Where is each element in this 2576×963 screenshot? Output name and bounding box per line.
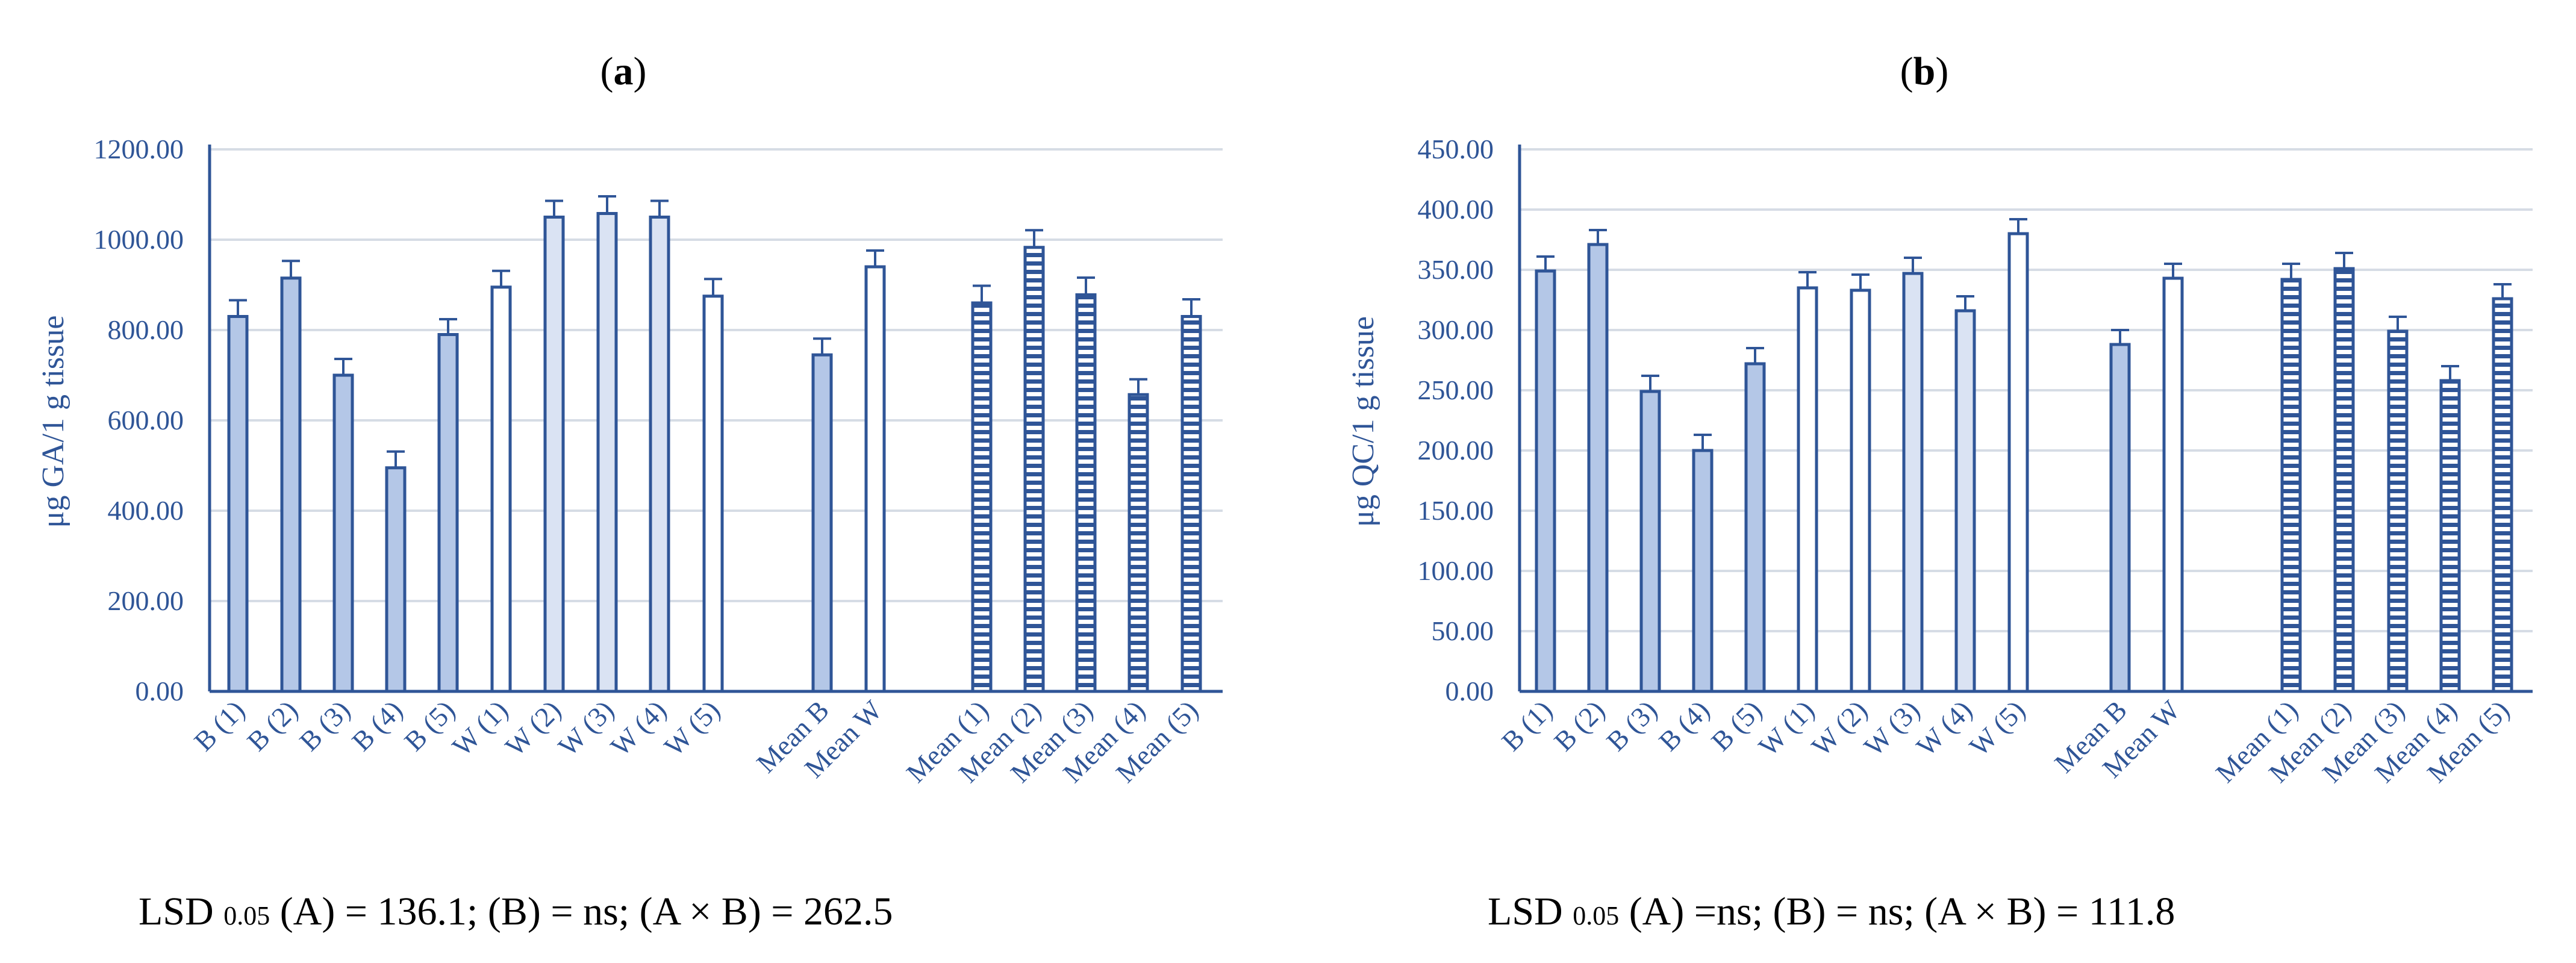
bar: [1797, 286, 1818, 693]
panel-a-label: (a): [600, 49, 647, 93]
category-label: W (4): [605, 694, 672, 762]
panel-a-category-labels: B (1)B (2)B (3)B (4)B (5)W (1)W (2)W (3)…: [188, 694, 1204, 789]
chart-panel-b: (b) 0.00 50.00 100.00 150.00 200.00 250.00 300…: [1346, 49, 2533, 933]
category-label: B (2): [241, 694, 304, 757]
bar: [2333, 267, 2355, 693]
panel-b-lsd-caption: LSD 0.05 (A) =ns; (B) = ns; (A × B) = 11…: [1488, 890, 2175, 933]
panel-b-axes: [1518, 145, 2533, 693]
bar: [811, 353, 833, 693]
panel-b-category-labels: B (1)B (2)B (3)B (4)B (5)W (1)W (2)W (3)…: [1495, 694, 2515, 789]
y-tick-label: 50.00: [1432, 616, 1494, 646]
y-tick-label: 150.00: [1418, 495, 1494, 526]
bar: [385, 466, 407, 693]
bar: [649, 216, 670, 693]
category-label: B (4): [1653, 694, 1715, 757]
category-label: W (5): [1963, 694, 2031, 762]
bar: [971, 301, 993, 693]
y-tick-label: 600.00: [108, 405, 184, 435]
bar: [332, 373, 354, 693]
y-tick-label: 0.00: [1445, 676, 1494, 706]
bar: [280, 276, 302, 693]
y-tick-label: 250.00: [1418, 375, 1494, 405]
panel-b-y-tick-labels: 0.00 50.00 100.00 150.00 200.00 250.00 300.00 3…: [1418, 134, 1494, 706]
bar: [596, 212, 618, 693]
category-label: B (3): [293, 694, 356, 757]
bar: [1075, 293, 1097, 693]
bar: [1587, 243, 1609, 693]
bar: [702, 295, 724, 693]
panel-a-y-axis-title: μg GA/1 g tissue: [36, 316, 70, 528]
category-label: W (2): [1806, 694, 1873, 762]
category-label: B (5): [1705, 694, 1768, 757]
bar: [2439, 379, 2461, 693]
category-label: W (1): [446, 694, 514, 762]
category-label: W (1): [1753, 694, 1820, 762]
y-tick-label: 400.00: [108, 495, 184, 526]
category-label: B (5): [398, 694, 461, 757]
y-tick-label: 1200.00: [94, 134, 184, 164]
panel-b-bars: [1535, 232, 2513, 693]
y-tick-label: 450.00: [1418, 134, 1494, 164]
bar: [1180, 315, 1202, 693]
bar: [2280, 278, 2302, 693]
panel-a-bars: [227, 212, 1202, 693]
category-label: B (3): [1600, 694, 1663, 757]
bar: [437, 333, 459, 693]
bar: [1535, 269, 1556, 693]
panel-a-y-tick-labels: 0.00 200.00 400.00 600.00 800.00 1000.00 1200.…: [94, 134, 184, 706]
panel-a-axes: [208, 145, 1223, 693]
category-label: B (4): [346, 694, 408, 757]
y-tick-label: 400.00: [1418, 194, 1494, 225]
panel-a-error-bars: [229, 195, 1200, 468]
bar: [1744, 362, 1766, 693]
bar: [227, 315, 249, 693]
y-tick-label: 0.00: [136, 676, 184, 706]
category-label: B (2): [1548, 694, 1611, 757]
category-label: B (1): [188, 694, 251, 757]
panel-b-y-axis-title: μg QC/1 g tissue: [1346, 316, 1380, 527]
y-tick-label: 200.00: [108, 585, 184, 616]
bar: [490, 285, 512, 693]
category-label: W (3): [1858, 694, 1926, 762]
y-tick-label: 1000.00: [94, 224, 184, 255]
bar: [864, 265, 886, 693]
bar: [1639, 390, 1661, 693]
bar: [1902, 272, 1924, 693]
category-label: W (2): [499, 694, 567, 762]
bar: [1954, 309, 1976, 693]
bar: [2109, 343, 2131, 693]
y-tick-label: 800.00: [108, 314, 184, 345]
chart-panel-a: (a) 0.00 200.00 400.00 600.00 800.00 1000.00 1…: [36, 49, 1223, 933]
bar: [2492, 297, 2513, 693]
bar: [1850, 288, 1871, 693]
bar: [2007, 232, 2029, 693]
y-tick-label: 300.00: [1418, 314, 1494, 345]
bar: [2162, 276, 2184, 693]
category-label: W (4): [1910, 694, 1978, 762]
bar: [1692, 449, 1714, 693]
y-tick-label: 100.00: [1418, 555, 1494, 586]
category-label: W (5): [658, 694, 726, 762]
bar: [1127, 393, 1149, 693]
bar: [543, 216, 565, 693]
category-label: W (3): [552, 694, 620, 762]
panel-a-lsd-caption: LSD 0.05 (A) = 136.1; (B) = ns; (A × B) …: [139, 890, 893, 933]
panel-b-label: (b): [1900, 49, 1949, 93]
y-tick-label: 200.00: [1418, 435, 1494, 466]
y-tick-label: 350.00: [1418, 254, 1494, 285]
category-label: B (1): [1495, 694, 1558, 757]
panel-b-error-bars: [1536, 218, 2512, 450]
bar: [2387, 329, 2409, 693]
bar: [1023, 246, 1045, 693]
